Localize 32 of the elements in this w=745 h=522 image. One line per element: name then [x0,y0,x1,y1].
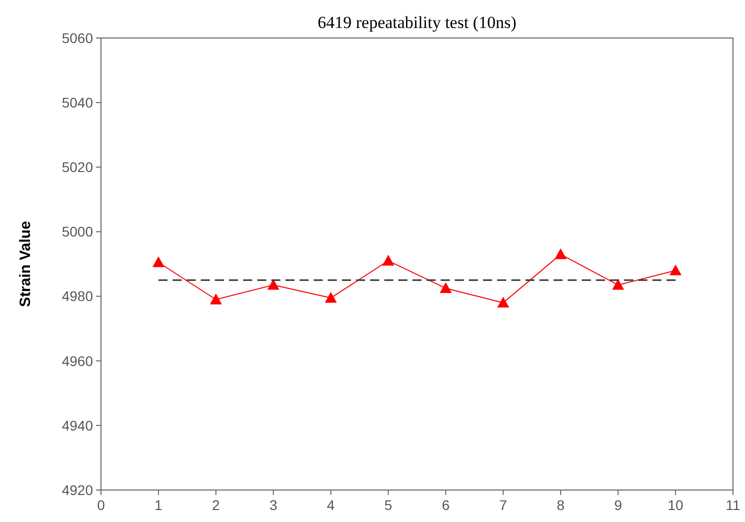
point [612,278,624,290]
y-axis-title: Strain Value [17,221,34,307]
x-tick-label: 1 [154,497,163,513]
x-tick-label: 6 [442,497,450,513]
y-tick-label: 5000 [62,224,94,240]
y-tick-label: 5040 [62,94,94,110]
x-tick-label: 4 [326,497,335,513]
point [324,292,337,303]
x-tick-label: 11 [726,497,740,513]
y-tick-label: 5020 [62,159,94,176]
x-tick-label: 9 [614,497,622,513]
y-tick-label: 4940 [62,417,94,434]
point [210,294,222,304]
point [152,256,164,268]
x-tick-label: 7 [499,497,508,513]
y-tick-label: 4980 [62,288,94,304]
chart-title: 6419 repeatability test (10ns) [318,13,516,32]
x-tick-label: 8 [556,497,565,513]
point [440,282,452,294]
y-tick-label: 5060 [62,30,94,46]
x-tick-label: 10 [668,497,684,513]
point [497,296,510,308]
y-tick-label: 4960 [62,352,94,369]
point [670,264,682,276]
x-tick-label: 3 [269,497,278,513]
x-tick-label: 0 [97,497,106,513]
point [382,254,394,266]
point [554,248,567,260]
point [267,278,280,290]
x-tick-label: 5 [384,497,392,513]
y-tick-label: 4920 [62,482,94,498]
x-tick-label: 2 [212,497,220,513]
